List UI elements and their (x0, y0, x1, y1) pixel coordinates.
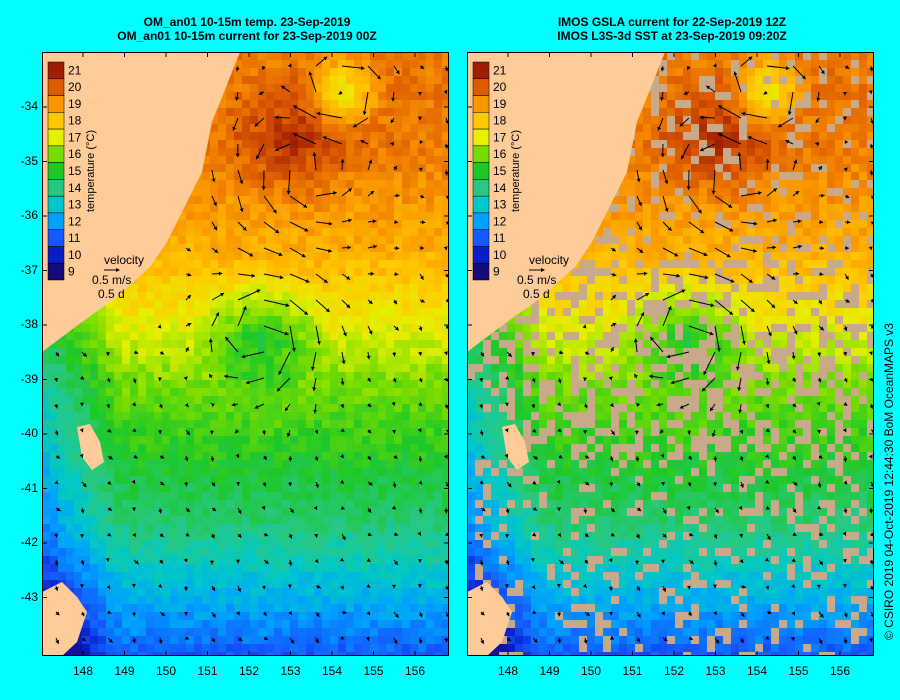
longitude-tick-label: 148 (72, 664, 94, 678)
colorbar-tick-label: 10 (68, 248, 82, 262)
mainland-australia (42, 52, 240, 352)
velocity-legend-duration: 0.5 d (98, 287, 125, 301)
colorbar-tick-label: 9 (68, 265, 75, 279)
longitude-tick-label: 156 (829, 664, 851, 678)
left-map-panel: 21 20 19 18 17 16 15 14 13 12 11 10 9 temperature (°C… (42, 52, 449, 656)
colorbar-tick-label: 19 (68, 97, 82, 111)
right-title-line1: IMOS GSLA current for 22-Sep-2019 12Z (557, 15, 787, 29)
longitude-tick-label: 155 (363, 664, 384, 678)
colorbar-tick-label: 18 (493, 114, 507, 128)
velocity-legend: velocity 0.5 m/s0.5 d (517, 253, 569, 301)
longitude-tick-label: 149 (114, 664, 135, 678)
velocity-legend-speed: 0.5 m/s (92, 273, 131, 287)
latitude-tick-label: -35 (20, 153, 38, 168)
longitude-tick-label: 152 (238, 664, 260, 678)
right-title-line2: IMOS L3S-3d SST at 23-Sep-2019 09:20Z (557, 29, 787, 43)
latitude-tick-label: -34 (20, 99, 38, 113)
current-arrows (54, 56, 449, 645)
longitude-tick-label: 153 (280, 664, 301, 678)
latitude-tick-label: -39 (20, 371, 38, 386)
colorbar-tick-label: 21 (68, 63, 82, 77)
velocity-legend-title: velocity (529, 253, 569, 267)
longitude-tick-label: 151 (197, 664, 218, 678)
velocity-legend-title: velocity (104, 253, 144, 267)
left-panel-title: OM_an01 10-15m temp. 23-Sep-2019 OM_an01… (42, 15, 452, 43)
mainland-australia (467, 52, 665, 352)
flinders-island (502, 424, 529, 470)
latitude-tick-label: -40 (20, 426, 38, 440)
longitude-tick-label: 154 (321, 664, 343, 678)
colorbar-tick-label: 14 (493, 181, 507, 195)
colorbar-tick-label: 15 (68, 164, 82, 178)
latitude-tick-label: -41 (20, 480, 38, 495)
right-map-panel: 21 20 19 18 17 16 15 14 13 12 11 10 9 temperature (°C… (467, 52, 874, 656)
longitude-tick-label: 148 (497, 664, 519, 678)
colorbar-tick-label: 20 (493, 80, 507, 94)
latitude-tick-label: -43 (20, 589, 38, 604)
colorbar-label: temperature (°C) (85, 130, 97, 212)
latitude-tick-label: -42 (20, 535, 38, 549)
longitude-tick-label: 155 (788, 664, 809, 678)
colorbar-tick-label: 18 (68, 114, 82, 128)
latitude-tick-label: -37 (20, 262, 38, 277)
left-title-line1: OM_an01 10-15m temp. 23-Sep-2019 (143, 15, 351, 29)
colorbar-tick-label: 9 (493, 265, 500, 279)
colorbar-tick-label: 15 (493, 164, 507, 178)
longitude-tick-label: 150 (580, 664, 602, 678)
velocity-legend-duration: 0.5 d (523, 287, 550, 301)
current-arrows (479, 56, 874, 645)
longitude-tick-label: 150 (155, 664, 177, 678)
colorbar-tick-label: 14 (68, 181, 82, 195)
longitude-tick-label: 152 (663, 664, 685, 678)
longitude-tick-label: 149 (539, 664, 560, 678)
latitude-tick-label: -38 (20, 317, 38, 331)
copyright-notice: © CSIRO 2019 04-Oct-2019 12:44:30 BoM Oc… (882, 322, 896, 640)
longitude-tick-label: 154 (746, 664, 768, 678)
colorbar-tick-label: 20 (68, 80, 82, 94)
temperature-colorbar: 21 20 19 18 17 16 15 14 13 12 11 10 9 temperature (°C… (472, 61, 522, 281)
colorbar-tick-label: 16 (68, 147, 82, 161)
velocity-legend: velocity 0.5 m/s0.5 d (92, 253, 144, 301)
colorbar-tick-label: 11 (493, 231, 506, 245)
colorbar-tick-label: 17 (493, 130, 507, 144)
colorbar-tick-label: 17 (68, 130, 82, 144)
flinders-island (77, 424, 104, 470)
tasmania (42, 582, 87, 656)
colorbar-tick-label: 19 (493, 97, 507, 111)
left-title-line2: OM_an01 10-15m current for 23-Sep-2019 0… (117, 29, 377, 43)
colorbar-tick-label: 21 (493, 63, 507, 77)
colorbar-tick-label: 11 (68, 231, 81, 245)
colorbar-tick-label: 16 (493, 147, 507, 161)
velocity-legend-speed: 0.5 m/s (517, 273, 556, 287)
longitude-tick-label: 156 (404, 664, 426, 678)
longitude-tick-label: 153 (705, 664, 726, 678)
colorbar-tick-label: 12 (493, 214, 507, 228)
longitude-tick-label: 151 (622, 664, 643, 678)
colorbar-tick-label: 10 (493, 248, 507, 262)
latitude-tick-label: -36 (20, 208, 38, 222)
colorbar-tick-label: 12 (68, 214, 82, 228)
right-panel-title: IMOS GSLA current for 22-Sep-2019 12Z IM… (467, 15, 877, 43)
colorbar-tick-label: 13 (68, 198, 82, 212)
tasmania (467, 582, 512, 656)
temperature-colorbar: 21 20 19 18 17 16 15 14 13 12 11 10 9 temperature (°C… (47, 61, 97, 281)
colorbar-tick-label: 13 (493, 198, 507, 212)
colorbar-label: temperature (°C) (510, 130, 522, 212)
